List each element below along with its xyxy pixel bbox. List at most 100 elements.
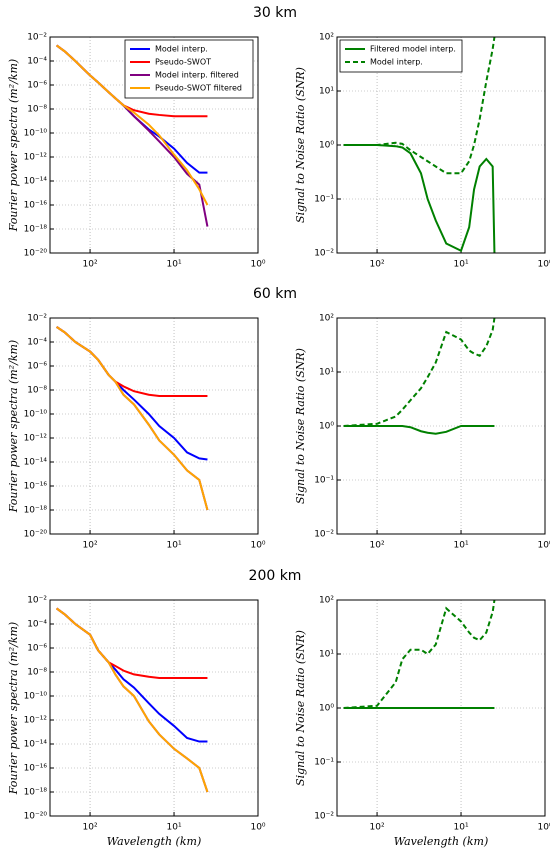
y-tick-label: 10⁻¹⁸ <box>24 788 48 798</box>
panel: 10² 10¹ 10⁰ 10⁻² 10⁻¹ 10⁰ 10¹ 10² Signal to Nois… <box>294 314 550 551</box>
x-tick-label: 10⁰ <box>537 260 550 270</box>
series-group <box>343 36 496 254</box>
row-title: 30 km <box>253 5 297 21</box>
y-tick-label: 10⁻² <box>27 33 47 43</box>
panel: 10² 10¹ 10⁰ 10⁻²⁰ 10⁻¹⁸ 10⁻¹⁶ 10⁻¹⁴ 10⁻¹² 10⁻¹⁰ 1… <box>7 568 301 848</box>
row-title: 200 km <box>249 568 302 584</box>
x-tick-label: 10⁰ <box>537 541 550 551</box>
y-tick-label: 10⁻² <box>314 249 334 259</box>
y-axis-label: Fourier power spectra (m²/km) <box>7 340 20 513</box>
panel: 10² 10¹ 10⁰ 10⁻²⁰ 10⁻¹⁸ 10⁻¹⁶ 10⁻¹⁴ 10⁻¹² 10⁻¹⁰ 1… <box>7 5 297 270</box>
x-axis-label: Wavelength (km) <box>394 835 488 848</box>
y-axis-label: Signal to Noise Ratio (SNR) <box>294 348 307 504</box>
y-tick-label: 10⁻¹ <box>314 195 334 205</box>
series-group <box>56 326 209 511</box>
y-axis-label: Signal to Noise Ratio (SNR) <box>294 630 307 786</box>
y-tick-label: 10⁻¹⁸ <box>24 225 48 235</box>
x-tick-label: 10² <box>83 260 98 270</box>
y-axis-label: Fourier power spectra (m²/km) <box>7 59 20 232</box>
plot-frame <box>49 317 259 535</box>
y-tick-label: 10¹ <box>319 87 334 97</box>
series-line <box>343 599 496 709</box>
y-tick-label: 10⁻¹⁴ <box>24 177 48 187</box>
y-tick-label: 10⁻¹⁰ <box>24 692 48 702</box>
x-tick-label: 10² <box>370 260 385 270</box>
y-tick-label: 10² <box>319 33 334 43</box>
x-tick-label: 10¹ <box>167 541 182 551</box>
x-tick-label: 10² <box>83 541 98 551</box>
y-tick-label: 10⁻¹⁶ <box>24 201 48 211</box>
legend-label: Filtered model interp. <box>370 45 456 54</box>
x-tick-label: 10⁰ <box>250 541 265 551</box>
y-axis-label: Signal to Noise Ratio (SNR) <box>294 67 307 223</box>
legend-label: Pseudo-SWOT filtered <box>155 84 242 93</box>
y-tick-label: 10⁻² <box>314 812 334 822</box>
plot-frame <box>49 599 259 817</box>
row-title: 60 km <box>253 286 297 302</box>
y-tick-label: 10⁻⁴ <box>27 620 47 630</box>
y-tick-label: 10⁻¹² <box>24 716 48 726</box>
y-tick-label: 10⁻¹² <box>24 434 48 444</box>
plot-background <box>50 318 258 534</box>
series-group <box>343 317 496 435</box>
series-line <box>56 607 209 793</box>
series-group <box>343 599 496 709</box>
y-tick-label: 10⁻¹⁸ <box>24 506 48 516</box>
series-line <box>343 317 496 427</box>
series-line <box>343 425 495 435</box>
y-tick-label: 10⁻⁴ <box>27 338 47 348</box>
x-tick-label: 10¹ <box>454 260 469 270</box>
x-tick-label: 10¹ <box>454 541 469 551</box>
legend-label: Model interp. filtered <box>155 71 239 80</box>
x-tick-label: 10⁰ <box>250 260 265 270</box>
x-tick-label: 10⁰ <box>537 823 550 833</box>
y-tick-label: 10⁻¹ <box>314 758 334 768</box>
series-group <box>56 607 209 793</box>
y-tick-label: 10⁻²⁰ <box>24 249 48 259</box>
panel: 10² 10¹ 10⁰ 10⁻²⁰ 10⁻¹⁸ 10⁻¹⁶ 10⁻¹⁴ 10⁻¹² 10⁻¹⁰ 1… <box>7 286 297 551</box>
legend-label: Model interp. <box>370 58 423 67</box>
legend-label: Pseudo-SWOT <box>155 58 211 67</box>
panel: 10² 10¹ 10⁰ 10⁻² 10⁻¹ 10⁰ 10¹ 10² Signal to Nois… <box>294 596 550 849</box>
legend-box <box>339 39 463 73</box>
y-tick-label: 10¹ <box>319 368 334 378</box>
y-tick-label: 10⁻⁸ <box>27 105 47 115</box>
y-tick-label: 10⁻⁸ <box>27 386 47 396</box>
x-tick-label: 10¹ <box>167 823 182 833</box>
y-tick-label: 10⁻² <box>314 530 334 540</box>
y-tick-label: 10⁻² <box>27 596 47 606</box>
x-tick-label: 10⁰ <box>250 823 265 833</box>
y-tick-label: 10⁻¹⁰ <box>24 129 48 139</box>
series-group <box>56 44 209 227</box>
y-tick-label: 10⁻²⁰ <box>24 530 48 540</box>
y-tick-label: 10² <box>319 596 334 606</box>
legend-label: Model interp. <box>155 45 208 54</box>
plot-frame <box>336 317 546 535</box>
y-tick-label: 10⁻¹⁶ <box>24 764 48 774</box>
y-tick-label: 10⁻⁸ <box>27 668 47 678</box>
x-tick-label: 10² <box>370 823 385 833</box>
y-tick-label: 10⁻¹⁴ <box>24 740 48 750</box>
y-tick-label: 10⁻⁶ <box>27 644 47 654</box>
plot-frame <box>336 599 546 817</box>
y-tick-label: 10⁻¹⁰ <box>24 410 48 420</box>
x-axis-label: Wavelength (km) <box>107 835 201 848</box>
y-tick-label: 10⁻¹⁴ <box>24 458 48 468</box>
y-tick-label: 10⁻⁴ <box>27 57 47 67</box>
y-tick-label: 10⁻⁶ <box>27 81 47 91</box>
y-tick-label: 10⁻¹ <box>314 476 334 486</box>
x-tick-label: 10¹ <box>167 260 182 270</box>
x-tick-label: 10¹ <box>454 823 469 833</box>
y-tick-label: 10² <box>319 314 334 324</box>
y-tick-label: 10⁰ <box>319 704 334 714</box>
y-tick-label: 10¹ <box>319 650 334 660</box>
series-line <box>56 44 209 206</box>
y-tick-label: 10⁻²⁰ <box>24 812 48 822</box>
y-tick-label: 10⁻² <box>27 314 47 324</box>
series-line <box>56 326 209 511</box>
series-line <box>343 36 496 175</box>
plot-frame <box>336 36 546 254</box>
plot-frame <box>49 36 259 254</box>
x-tick-label: 10² <box>83 823 98 833</box>
